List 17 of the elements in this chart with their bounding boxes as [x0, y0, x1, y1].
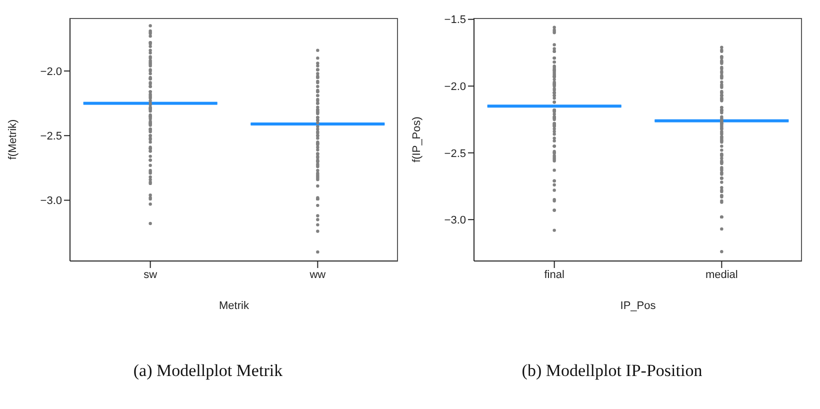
- x-tick-label: final: [544, 268, 564, 281]
- x-axis-title: IP_Pos: [620, 300, 656, 312]
- y-tick-label: −2.0: [444, 81, 466, 93]
- y-axis-title: f(Metrik): [6, 119, 19, 160]
- x-tick-label: ww: [308, 268, 326, 281]
- text: (a) Modellplot Metrik: [132, 361, 284, 381]
- y-axis-title: f(IP_Pos): [410, 116, 423, 162]
- text: (b) Modellplot IP-Position: [520, 361, 704, 381]
- x-tick-label: sw: [144, 268, 158, 281]
- y-tick-label: −2.5: [444, 148, 466, 160]
- y-tick-label: −3.0: [444, 214, 466, 227]
- x-tick-label: medial: [705, 268, 738, 281]
- y-tick-label: −2.0: [40, 66, 62, 78]
- y-tick-label: −2.5: [40, 130, 62, 143]
- y-tick-label: −3.0: [40, 195, 62, 208]
- x-axis-title: Metrik: [219, 300, 250, 312]
- y-tick-label: −1.5: [444, 14, 466, 26]
